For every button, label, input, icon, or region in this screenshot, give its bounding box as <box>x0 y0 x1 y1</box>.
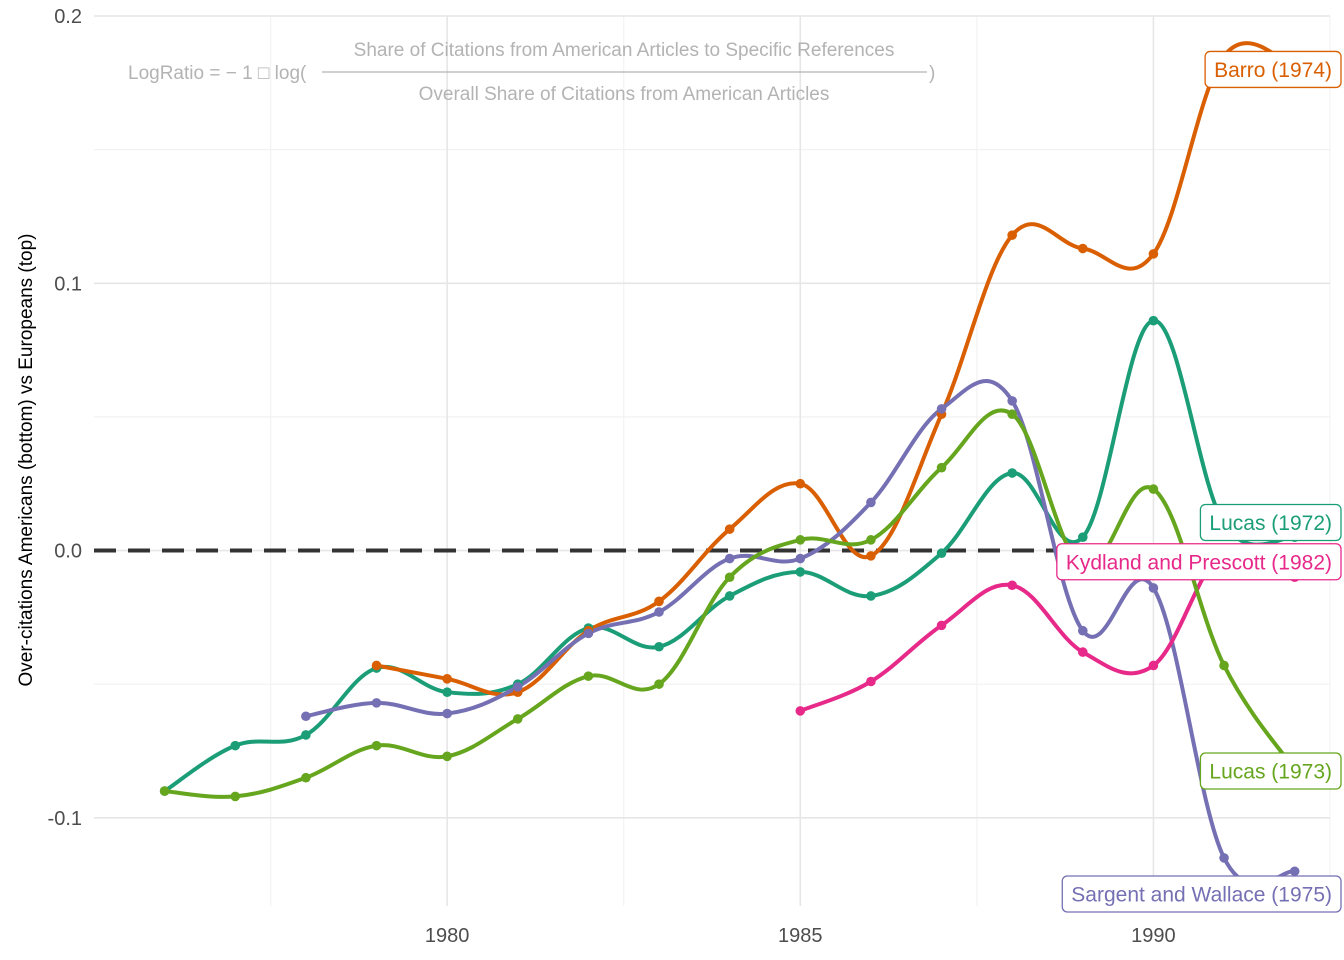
data-point-barro-1974 <box>866 551 876 561</box>
data-point-lucas-1973 <box>654 679 664 689</box>
data-point-lucas-1972 <box>1007 468 1017 478</box>
data-point-barro-1974 <box>1148 249 1159 259</box>
data-point-lucas-1973 <box>1007 409 1017 420</box>
y-tick-label: 0.1 <box>54 273 82 295</box>
y-tick-label: 0.0 <box>54 541 82 563</box>
series-label-box <box>1199 752 1342 790</box>
data-point-lucas-1972 <box>230 740 241 751</box>
series-label-lucas-1972: Lucas (1972) <box>1199 503 1342 542</box>
series-label-text: Sargent and Wallace (1975) <box>1071 883 1332 906</box>
data-point-lucas-1972 <box>1148 315 1159 326</box>
data-point-kydland-and-prescott-1982 <box>1148 660 1159 671</box>
formula-numerator: Share of Citations from American Article… <box>354 40 895 61</box>
data-point-lucas-1972 <box>301 730 311 740</box>
data-point-barro-1974 <box>1007 230 1017 240</box>
y-axis-ticks: -0.1 0.0 0.1 0.2 <box>48 6 82 830</box>
data-point-lucas-1973 <box>1148 484 1159 494</box>
data-point-barro-1974 <box>1078 243 1088 254</box>
data-point-lucas-1973 <box>936 462 947 473</box>
formula-annotation: LogRatio = − 1 □ log( Share of Citations… <box>128 40 935 105</box>
series-label-box <box>1199 503 1342 542</box>
data-point-kydland-and-prescott-1982 <box>866 676 876 687</box>
data-point-sargent-and-wallace-1975 <box>654 607 664 617</box>
y-axis-label: Over-citations Americans (bottom) vs Eur… <box>16 233 37 686</box>
data-point-sargent-and-wallace-1975 <box>724 553 735 564</box>
series-label-kydland-and-prescott-1982: Kydland and Prescott (1982) <box>1056 543 1342 581</box>
x-tick-label: 1990 <box>1131 925 1176 947</box>
data-point-lucas-1973 <box>371 740 382 751</box>
data-point-sargent-and-wallace-1975 <box>371 698 382 708</box>
data-point-sargent-and-wallace-1975 <box>1289 866 1300 877</box>
data-point-sargent-and-wallace-1975 <box>1007 396 1017 406</box>
data-point-lucas-1973 <box>795 535 806 545</box>
data-point-lucas-1973 <box>230 791 241 802</box>
data-point-sargent-and-wallace-1975 <box>583 628 594 639</box>
data-point-sargent-and-wallace-1975 <box>512 682 523 692</box>
data-point-lucas-1973 <box>1219 660 1229 671</box>
x-axis-ticks: 1980 1985 1990 <box>425 925 1176 947</box>
data-point-kydland-and-prescott-1982 <box>795 706 806 716</box>
data-point-lucas-1972 <box>795 567 806 577</box>
data-point-barro-1974 <box>654 596 664 607</box>
series-label-sargent-and-wallace-1975: Sargent and Wallace (1975) <box>1061 875 1342 913</box>
series-labels: Barro (1974) Lucas (1972) Kydland and Pres… <box>1056 50 1342 913</box>
data-point-lucas-1972 <box>654 641 664 652</box>
series-label-lucas-1973: Lucas (1973) <box>1199 752 1342 790</box>
series-label-barro-1974: Barro (1974) <box>1204 50 1342 89</box>
data-point-lucas-1973 <box>301 772 311 783</box>
points-group <box>159 51 1300 877</box>
data-point-lucas-1972 <box>724 591 735 601</box>
grid <box>94 15 1331 906</box>
series-label-box <box>1061 875 1342 913</box>
data-point-lucas-1973 <box>724 572 735 583</box>
y-tick-label: 0.2 <box>54 6 82 28</box>
data-point-sargent-and-wallace-1975 <box>1219 853 1229 863</box>
data-point-kydland-and-prescott-1982 <box>1007 580 1017 591</box>
data-point-barro-1974 <box>442 674 452 684</box>
data-point-kydland-and-prescott-1982 <box>1078 647 1088 657</box>
y-tick-label: -0.1 <box>48 808 82 830</box>
data-point-lucas-1972 <box>936 548 947 559</box>
series-label-text: Kydland and Prescott (1982) <box>1066 551 1332 574</box>
series-label-box <box>1056 543 1342 581</box>
x-tick-label: 1985 <box>778 925 823 947</box>
series-group <box>162 41 1297 886</box>
data-point-lucas-1973 <box>583 671 594 681</box>
data-point-sargent-and-wallace-1975 <box>936 404 947 414</box>
series-label-text: Lucas (1973) <box>1209 761 1332 784</box>
series-label-text: Barro (1974) <box>1214 59 1332 82</box>
data-point-lucas-1973 <box>159 786 170 796</box>
formula-denominator: Overall Share of Citations from American… <box>419 84 830 105</box>
data-point-lucas-1972 <box>1078 532 1088 542</box>
data-point-barro-1974 <box>724 524 735 534</box>
data-point-lucas-1972 <box>866 591 876 601</box>
data-point-lucas-1973 <box>442 751 452 762</box>
data-point-sargent-and-wallace-1975 <box>866 497 876 508</box>
data-point-lucas-1973 <box>512 714 523 724</box>
data-point-lucas-1973 <box>866 535 876 545</box>
data-point-kydland-and-prescott-1982 <box>936 620 947 631</box>
formula-prefix: LogRatio = − 1 □ log( <box>128 63 307 84</box>
data-point-sargent-and-wallace-1975 <box>301 711 311 722</box>
series-label-box <box>1204 50 1342 89</box>
x-tick-label: 1980 <box>425 925 470 947</box>
data-point-barro-1974 <box>795 478 806 489</box>
series-label-text: Lucas (1972) <box>1209 512 1332 535</box>
series-line-lucas-1973 <box>162 408 1297 799</box>
data-point-lucas-1972 <box>442 687 452 697</box>
data-point-sargent-and-wallace-1975 <box>795 553 806 564</box>
formula-suffix: ) <box>929 63 935 84</box>
data-point-sargent-and-wallace-1975 <box>442 708 452 719</box>
data-point-barro-1974 <box>371 660 382 671</box>
data-point-sargent-and-wallace-1975 <box>1148 583 1159 593</box>
data-point-sargent-and-wallace-1975 <box>1078 625 1088 636</box>
